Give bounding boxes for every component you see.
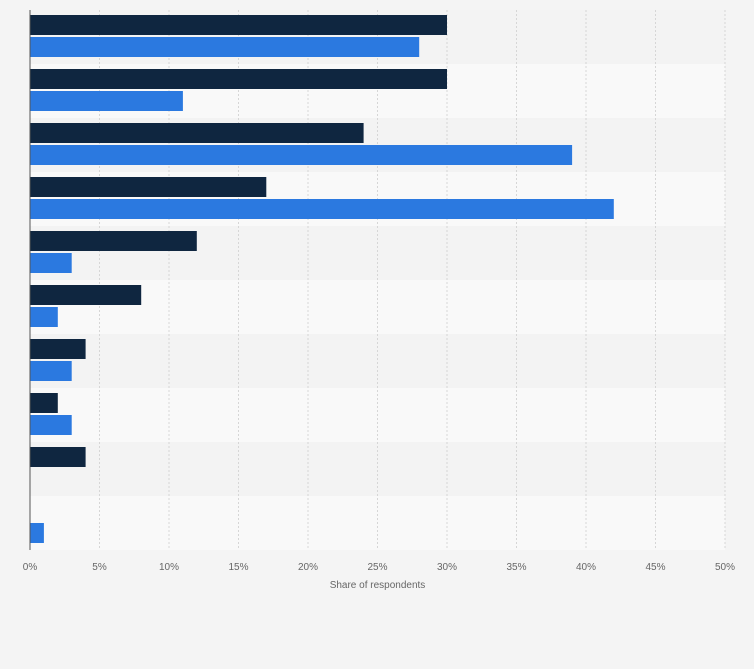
x-axis-title: Share of respondents — [330, 580, 426, 591]
bar — [30, 307, 58, 327]
x-tick-label: 25% — [367, 562, 387, 573]
bar — [30, 145, 573, 165]
bar — [30, 285, 142, 305]
x-tick-label: 30% — [437, 562, 457, 573]
x-tick-label: 50% — [715, 562, 735, 573]
x-tick-label: 35% — [506, 562, 526, 573]
x-tick-label: 5% — [92, 562, 107, 573]
bar — [30, 123, 364, 143]
bar — [30, 69, 447, 89]
bar — [30, 37, 420, 57]
bar — [30, 15, 447, 35]
bar — [30, 415, 72, 435]
bar — [30, 231, 197, 251]
x-tick-label: 45% — [645, 562, 665, 573]
bar — [30, 177, 267, 197]
x-tick-label: 15% — [228, 562, 248, 573]
bar — [30, 339, 86, 359]
bar — [30, 523, 44, 543]
bar — [30, 91, 183, 111]
x-tick-label: 20% — [298, 562, 318, 573]
bar — [30, 253, 72, 273]
bar — [30, 199, 614, 219]
x-tick-labels: 0% 5% 10% 15% 20% 25% 30% 35% 40% 45% 50% — [23, 562, 735, 573]
bar — [30, 393, 58, 413]
x-tick-label: 40% — [576, 562, 596, 573]
x-tick-label: 10% — [159, 562, 179, 573]
x-tick-label: 0% — [23, 562, 38, 573]
bars — [30, 15, 614, 543]
bar — [30, 361, 72, 381]
bar — [30, 447, 86, 467]
